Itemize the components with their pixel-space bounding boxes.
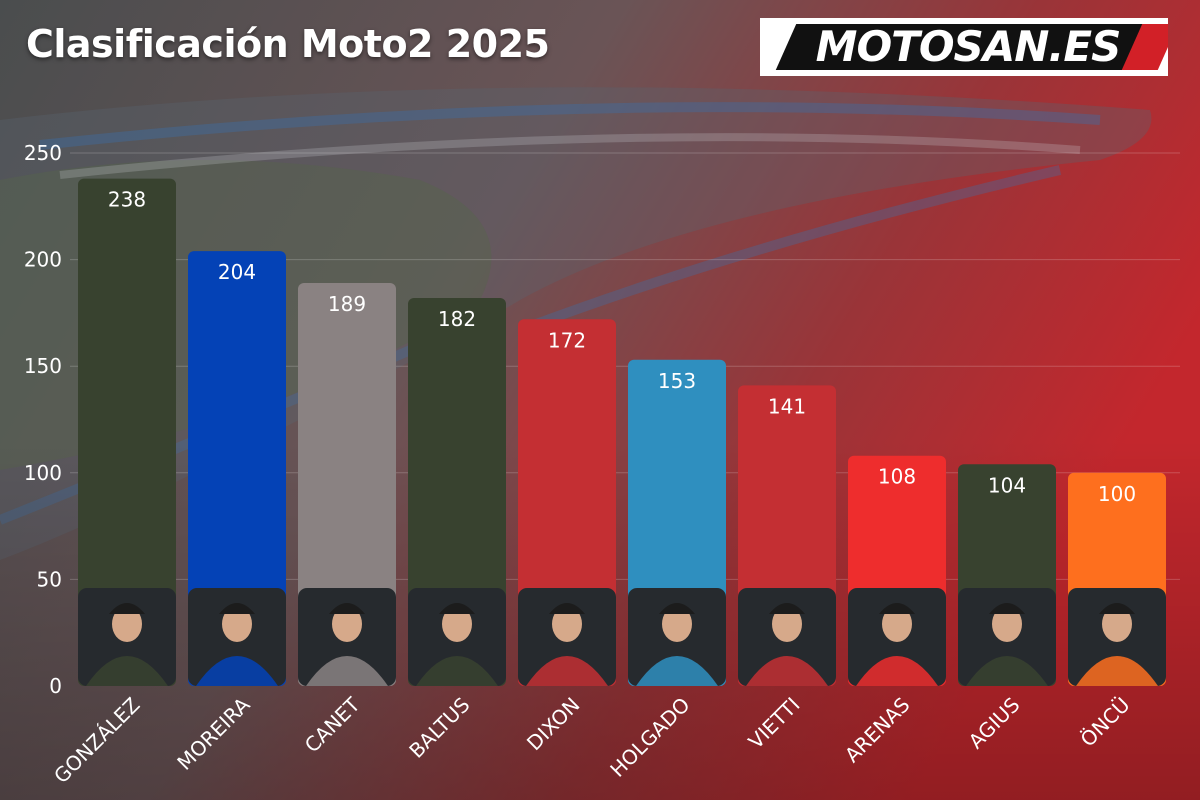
bar-value-label: 204 (218, 260, 256, 284)
y-tick-label: 100 (24, 461, 62, 485)
rider-torso-icon (1076, 656, 1158, 686)
logo-text: MOTOSAN.ES (815, 22, 1122, 71)
rider-head-icon (772, 606, 802, 642)
x-category-label: VIETTI (744, 693, 805, 754)
x-category-label: DIXON (522, 693, 585, 756)
rider-head-icon (552, 606, 582, 642)
rider-cap-icon (549, 603, 585, 614)
rider-head-icon (332, 606, 362, 642)
rider-cap-icon (109, 603, 145, 614)
rider-cap-icon (439, 603, 475, 614)
bar[interactable] (298, 283, 396, 686)
y-tick-label: 50 (37, 567, 62, 591)
bar-value-label: 238 (108, 188, 146, 212)
rider-head-icon (1102, 606, 1132, 642)
rider-torso-icon (526, 656, 608, 686)
rider-head-icon (882, 606, 912, 642)
rider-cap-icon (219, 603, 255, 614)
bar-value-label: 189 (328, 292, 366, 316)
y-tick-label: 150 (24, 354, 62, 378)
rider-torso-icon (306, 656, 388, 686)
x-category-label: AGIUS (964, 693, 1025, 754)
rider-head-icon (992, 606, 1022, 642)
bar-value-label: 108 (878, 465, 916, 489)
rider-torso-icon (856, 656, 938, 686)
x-category-label: MOREIRA (172, 692, 254, 774)
x-category-label: ÖNCÜ (1076, 693, 1135, 752)
x-category-label: HOLGADO (605, 693, 694, 782)
x-category-label: ARENAS (840, 693, 915, 768)
rider-cap-icon (879, 603, 915, 614)
rider-torso-icon (86, 656, 168, 686)
x-category-label: CANET (300, 692, 365, 757)
bar[interactable] (78, 178, 176, 687)
rider-cap-icon (769, 603, 805, 614)
rider-head-icon (222, 606, 252, 642)
rider-head-icon (112, 606, 142, 642)
rider-torso-icon (636, 656, 718, 686)
rider-cap-icon (659, 603, 695, 614)
bar-value-label: 153 (658, 369, 696, 393)
y-tick-label: 200 (24, 248, 62, 272)
bar[interactable] (188, 251, 286, 686)
rider-torso-icon (416, 656, 498, 686)
y-tick-label: 250 (24, 141, 62, 165)
bar-value-label: 141 (768, 394, 806, 418)
x-category-label: GONZÁLEZ (49, 693, 145, 789)
bar-value-label: 104 (988, 473, 1026, 497)
rider-head-icon (662, 606, 692, 642)
y-tick-label: 0 (49, 674, 62, 698)
brand-logo[interactable]: MOTOSAN.ES (760, 18, 1168, 76)
rider-torso-icon (746, 656, 828, 686)
bar-value-label: 182 (438, 307, 476, 331)
bar-layer: 238 204 189 182 172 153 141 108 104 100 (78, 178, 1166, 687)
bar-value-label: 172 (548, 328, 586, 352)
rider-cap-icon (1099, 603, 1135, 614)
chart-title: Clasificación Moto2 2025 (26, 22, 550, 66)
rider-head-icon (442, 606, 472, 642)
rider-torso-icon (966, 656, 1048, 686)
x-category-label: BALTUS (404, 693, 474, 763)
rider-torso-icon (196, 656, 278, 686)
bar-value-label: 100 (1098, 482, 1136, 506)
rider-cap-icon (989, 603, 1025, 614)
rider-cap-icon (329, 603, 365, 614)
